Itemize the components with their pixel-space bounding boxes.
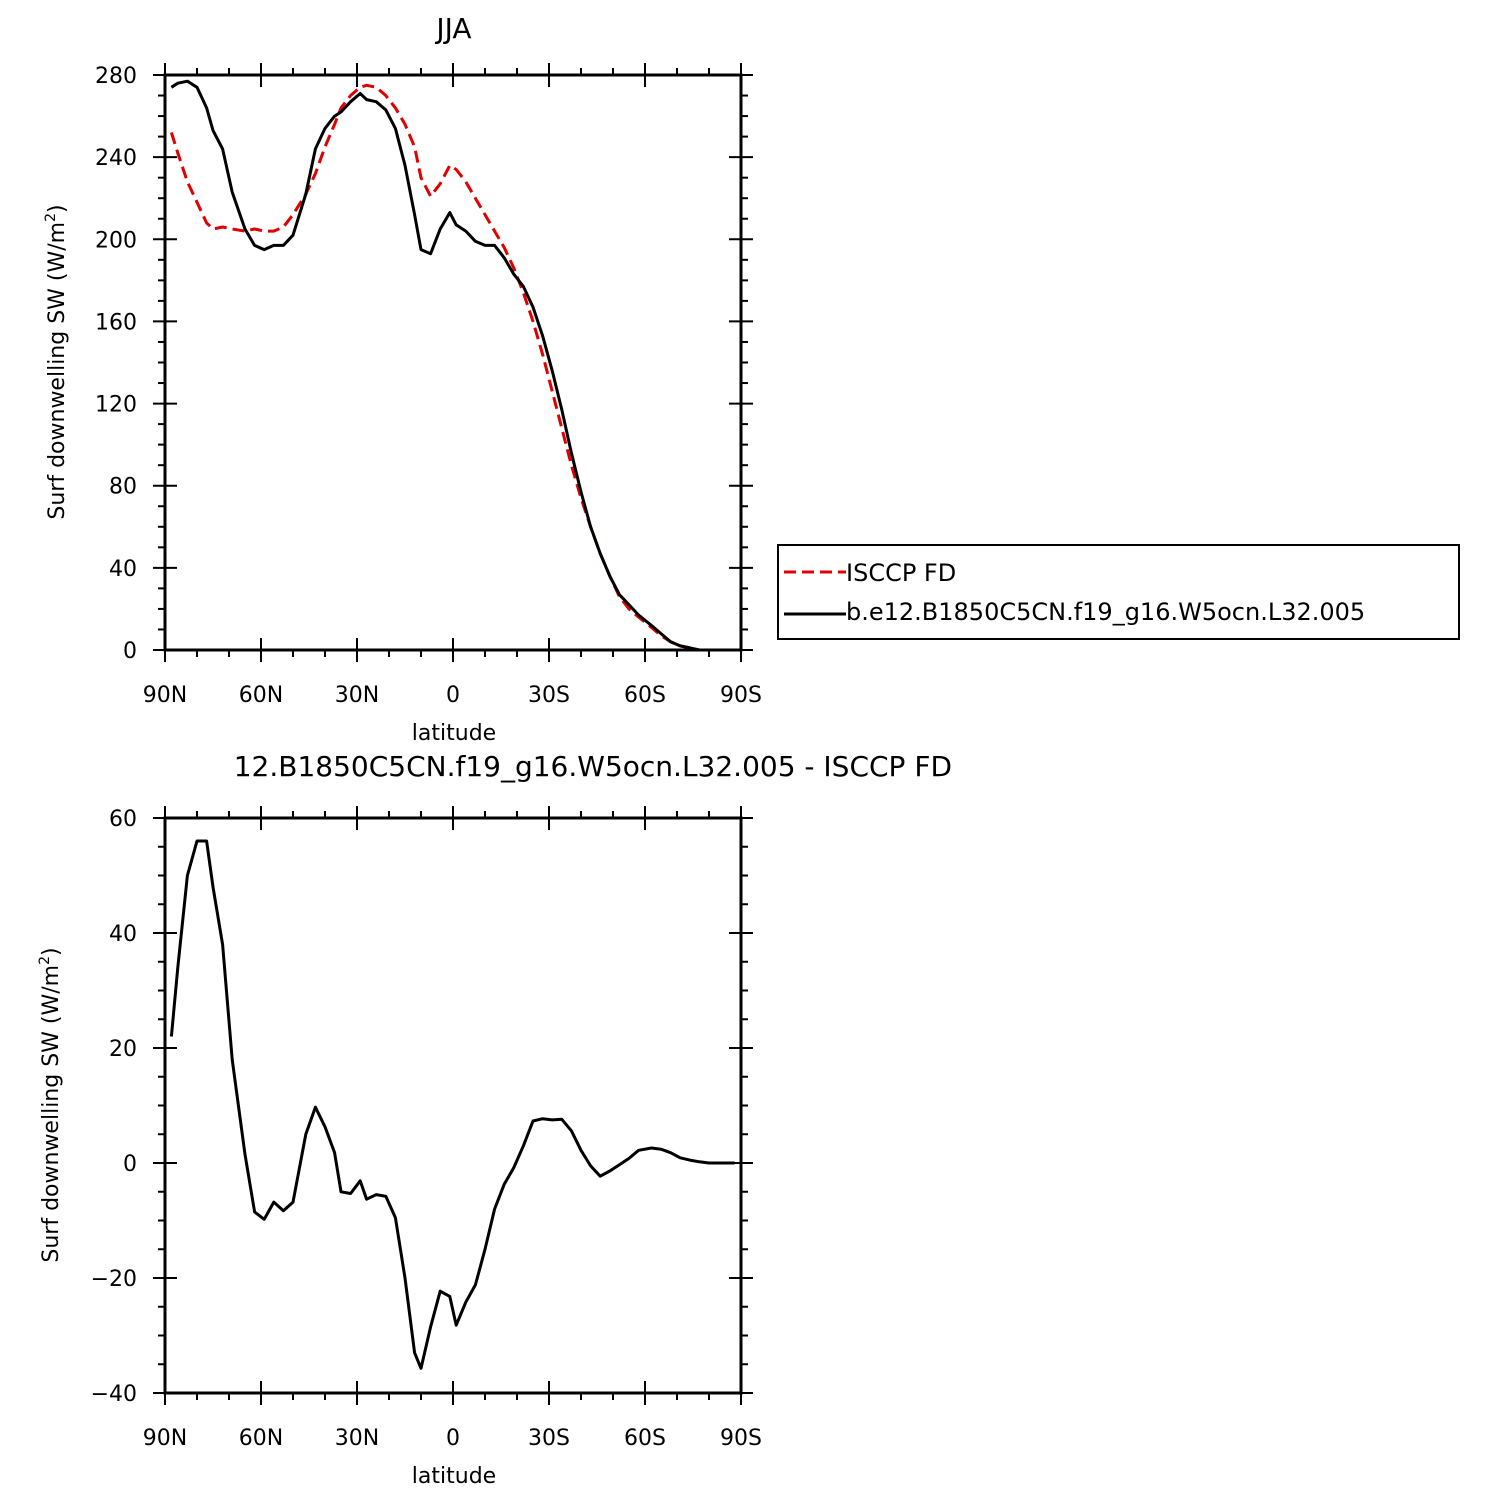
bottom-tick-labels: 90N 60N 30N 0 30S 60S 90S −40 −20 0 20 40 60 bbox=[91, 807, 762, 1451]
legend-label-isccp: ISCCP FD bbox=[846, 559, 956, 587]
y-tick-label: 280 bbox=[95, 64, 137, 89]
top-tick-labels: 90N 60N 30N 0 30S 60S 90S 0 40 80 120 160 200 240 280 bbox=[95, 64, 762, 708]
y-tick-label: 0 bbox=[123, 639, 137, 664]
x-tick-label: 90N bbox=[143, 1426, 187, 1451]
top-ylabel: Surf downwelling SW (W/m2) bbox=[43, 204, 70, 519]
legend-box bbox=[777, 544, 1460, 640]
top-plot-frame bbox=[163, 73, 743, 652]
y-tick-label: 160 bbox=[95, 310, 137, 335]
bottom-xlabel: latitude bbox=[412, 1464, 496, 1489]
y-tick-label: −40 bbox=[91, 1382, 137, 1407]
x-tick-label: 60N bbox=[239, 1426, 283, 1451]
top-title: JJA bbox=[434, 12, 471, 45]
legend: ISCCP FD b.e12.B1850C5CN.f19_g16.W5ocn.L… bbox=[777, 544, 1460, 640]
top-xlabel: latitude bbox=[412, 721, 496, 746]
bottom-title: 12.B1850C5CN.f19_g16.W5ocn.L32.005 - ISC… bbox=[234, 750, 952, 783]
y-tick-label: 120 bbox=[95, 393, 137, 418]
top-ylabel-close: ) bbox=[45, 204, 70, 213]
bottom-panel: 12.B1850C5CN.f19_g16.W5ocn.L32.005 - ISC… bbox=[37, 750, 952, 1489]
y-tick-label: 80 bbox=[109, 475, 137, 500]
x-tick-label: 0 bbox=[446, 683, 460, 708]
bottom-ticks bbox=[153, 806, 753, 1405]
top-ylabel-sup: 2 bbox=[43, 213, 59, 222]
y-tick-label: 200 bbox=[95, 228, 137, 253]
series-line-model bbox=[169, 839, 735, 1370]
x-tick-label: 30N bbox=[335, 1426, 379, 1451]
y-tick-label: −20 bbox=[91, 1267, 137, 1292]
x-tick-label: 30S bbox=[528, 1426, 570, 1451]
x-tick-label: 0 bbox=[446, 1426, 460, 1451]
x-tick-label: 60S bbox=[624, 1426, 666, 1451]
y-tick-label: 240 bbox=[95, 146, 137, 171]
bottom-ylabel-close: ) bbox=[39, 947, 64, 956]
bottom-series-lines bbox=[169, 839, 735, 1370]
x-tick-label: 30N bbox=[335, 683, 379, 708]
series-line-isccp bbox=[169, 83, 735, 652]
y-tick-label: 40 bbox=[109, 922, 137, 947]
x-tick-label: 90S bbox=[720, 1426, 762, 1451]
x-tick-label: 30S bbox=[528, 683, 570, 708]
x-tick-label: 60S bbox=[624, 683, 666, 708]
y-tick-label: 20 bbox=[109, 1037, 137, 1062]
x-tick-label: 90S bbox=[720, 683, 762, 708]
top-series-lines bbox=[169, 79, 735, 652]
bottom-ylabel-main: Surf downwelling SW (W/m bbox=[39, 965, 64, 1263]
top-ylabel-main: Surf downwelling SW (W/m bbox=[45, 222, 70, 520]
bottom-ylabel: Surf downwelling SW (W/m2) bbox=[37, 947, 64, 1262]
x-tick-label: 90N bbox=[143, 683, 187, 708]
series-line-model bbox=[170, 79, 735, 652]
x-tick-label: 60N bbox=[239, 683, 283, 708]
legend-label-model: b.e12.B1850C5CN.f19_g16.W5ocn.L32.005 bbox=[846, 598, 1365, 626]
y-tick-label: 60 bbox=[109, 807, 137, 832]
bottom-ylabel-sup: 2 bbox=[37, 956, 53, 965]
y-tick-label: 0 bbox=[123, 1152, 137, 1177]
y-tick-label: 40 bbox=[109, 557, 137, 582]
top-ticks bbox=[153, 63, 753, 662]
top-panel: JJA 90N 60N 30N 0 30S 60S 90S 0 40 80 120 160 200 240… bbox=[43, 12, 1460, 746]
